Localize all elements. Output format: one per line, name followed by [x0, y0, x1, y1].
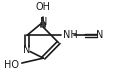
Text: N: N: [40, 17, 47, 27]
Text: HO: HO: [4, 60, 19, 70]
Text: NH: NH: [63, 30, 78, 40]
Text: OH: OH: [36, 2, 51, 12]
Text: N: N: [96, 30, 103, 40]
Text: N: N: [23, 45, 31, 55]
